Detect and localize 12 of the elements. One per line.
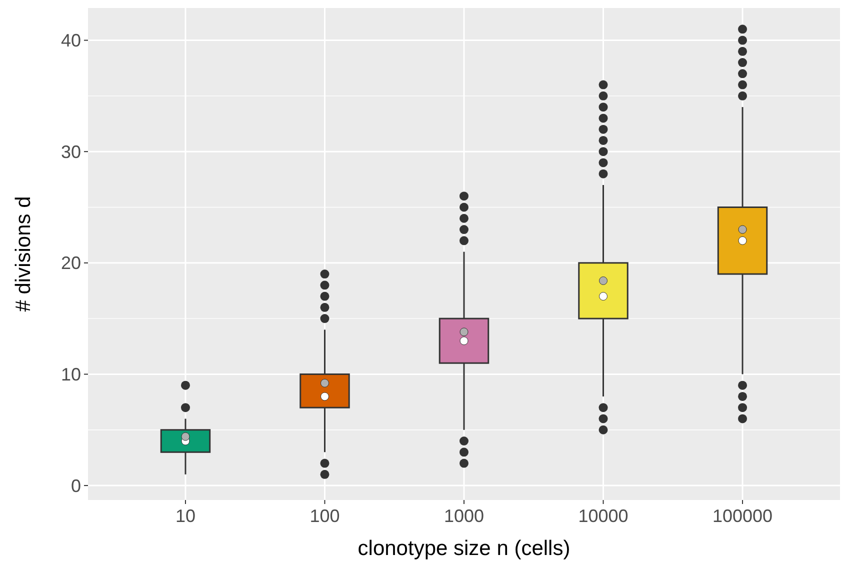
y-axis-title: # divisions d bbox=[12, 196, 35, 312]
y-tick-label: 10 bbox=[60, 364, 81, 385]
y-tick-label: 0 bbox=[70, 476, 81, 496]
x-tick-label: 10 bbox=[175, 506, 196, 526]
x-axis-title: clonotype size n (cells) bbox=[358, 537, 570, 560]
x-tick-label: 100000 bbox=[712, 506, 773, 526]
x-tick-label: 1000 bbox=[444, 506, 484, 526]
x-tick-label: 10000 bbox=[578, 506, 628, 526]
y-tick-label: 30 bbox=[60, 142, 81, 162]
x-tick-label: 100 bbox=[310, 506, 340, 526]
y-tick-label: 20 bbox=[60, 253, 81, 274]
y-tick-label: 40 bbox=[60, 30, 81, 51]
